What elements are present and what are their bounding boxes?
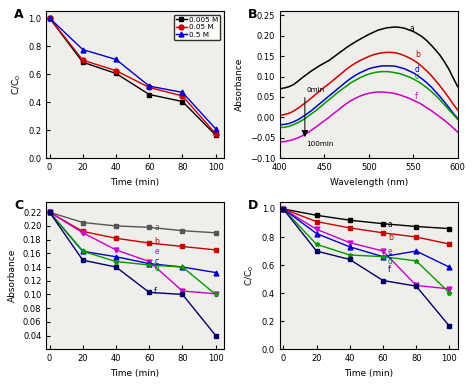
0.005 M <box>146 92 152 97</box>
Text: b: b <box>154 237 159 245</box>
Text: d: d <box>154 264 159 273</box>
Text: a: a <box>154 223 159 232</box>
X-axis label: Time (min): Time (min) <box>110 178 160 187</box>
0.05 M <box>213 132 219 136</box>
Text: d: d <box>388 257 393 266</box>
Y-axis label: Absorbance: Absorbance <box>9 249 18 302</box>
Text: a: a <box>388 220 392 229</box>
0.05 M <box>113 68 119 73</box>
Text: B: B <box>248 8 257 21</box>
0.5 M <box>47 16 53 20</box>
0.5 M <box>180 90 185 95</box>
Text: D: D <box>248 199 258 212</box>
X-axis label: Time (min): Time (min) <box>110 369 160 378</box>
0.005 M <box>80 60 86 64</box>
0.005 M <box>113 71 119 76</box>
0.05 M <box>180 93 185 98</box>
0.5 M <box>146 84 152 88</box>
0.5 M <box>213 127 219 131</box>
Text: f: f <box>154 286 157 296</box>
0.5 M <box>80 47 86 52</box>
Line: 0.5 M: 0.5 M <box>47 15 218 131</box>
Text: e: e <box>388 247 392 256</box>
0.005 M <box>213 133 219 137</box>
Y-axis label: C/C$_0$: C/C$_0$ <box>10 74 23 95</box>
Text: b: b <box>388 232 393 242</box>
Text: a: a <box>410 24 414 33</box>
Text: c: c <box>388 252 392 261</box>
0.05 M <box>80 58 86 63</box>
0.005 M <box>47 16 53 20</box>
Text: f: f <box>415 91 418 101</box>
Y-axis label: C/C$_0$: C/C$_0$ <box>244 265 256 286</box>
Text: C: C <box>14 199 23 212</box>
Line: 0.005 M: 0.005 M <box>47 15 218 138</box>
Text: A: A <box>14 8 24 21</box>
X-axis label: Time (min): Time (min) <box>344 369 393 378</box>
Text: e: e <box>154 247 159 256</box>
Text: c: c <box>154 257 158 266</box>
0.05 M <box>146 85 152 90</box>
Text: d: d <box>415 64 420 74</box>
Text: b: b <box>415 50 420 59</box>
Text: c: c <box>415 73 419 81</box>
0.5 M <box>113 57 119 62</box>
X-axis label: Wavelength (nm): Wavelength (nm) <box>330 178 408 187</box>
Legend: 0.005 M, 0.05 M, 0.5 M: 0.005 M, 0.05 M, 0.5 M <box>174 15 220 40</box>
Y-axis label: Absorbance: Absorbance <box>235 58 244 112</box>
0.005 M <box>180 99 185 104</box>
Text: 100min: 100min <box>307 141 334 147</box>
0.05 M <box>47 16 53 20</box>
Text: f: f <box>388 265 391 274</box>
Line: 0.05 M: 0.05 M <box>47 15 218 136</box>
Text: 0min: 0min <box>307 86 325 93</box>
